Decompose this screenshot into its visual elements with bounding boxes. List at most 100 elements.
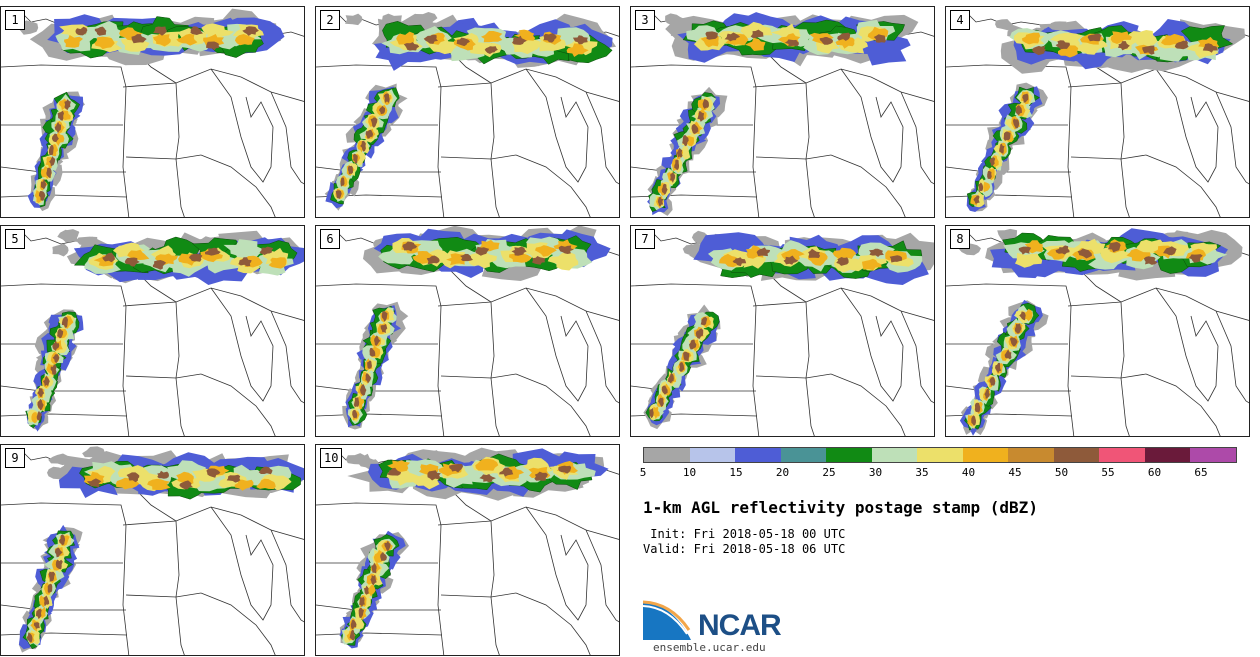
- state-border: [200, 154, 276, 217]
- state-border: [1145, 373, 1221, 436]
- state-border: [122, 506, 304, 540]
- echo-cell: [36, 410, 42, 421]
- colorbar-swatch: [1190, 448, 1236, 462]
- echo-cell: [52, 354, 60, 364]
- state-border: [316, 385, 441, 392]
- echo-cell: [689, 339, 697, 350]
- echo-cell: [1055, 245, 1070, 255]
- colorbar-tick-label: 35: [915, 466, 929, 479]
- reflectivity-map: [946, 11, 1249, 217]
- state-border: [1, 413, 128, 417]
- state-border: [631, 166, 756, 173]
- echo-cell: [335, 190, 342, 199]
- echo-cell: [661, 183, 668, 195]
- member-panel-9: 9: [0, 444, 305, 656]
- echo-cell: [64, 35, 83, 48]
- echo-cell: [256, 478, 276, 490]
- state-border: [210, 287, 274, 402]
- colorbar-swatch: [826, 448, 872, 462]
- echo-cell: [547, 251, 579, 271]
- echo-cell: [381, 311, 388, 322]
- echo-cell: [566, 43, 589, 57]
- echo-cell: [670, 172, 676, 183]
- state-border: [437, 68, 619, 102]
- echo-cell: [682, 134, 689, 147]
- echo-cell: [695, 328, 704, 339]
- state-border: [175, 301, 185, 436]
- echo-cell: [371, 562, 377, 574]
- echo-cell: [869, 248, 884, 257]
- member-number: 4: [950, 10, 970, 30]
- precip-echoes: [342, 226, 611, 430]
- site-url: ensemble.ucar.edu: [653, 641, 766, 654]
- echo-cell: [102, 252, 115, 263]
- echo-cell: [680, 145, 691, 160]
- state-border: [805, 301, 815, 436]
- echo-cell: [52, 243, 69, 257]
- echo-cell: [724, 32, 741, 42]
- colorbar-tick-label: 50: [1054, 466, 1069, 479]
- echo-cell: [353, 397, 360, 407]
- echo-cell: [370, 574, 377, 586]
- init-time: Init: Fri 2018-05-18 00 UTC: [643, 527, 846, 541]
- echo-cell: [1126, 30, 1158, 47]
- echo-cell: [658, 397, 664, 407]
- echo-cell: [31, 412, 38, 424]
- echo-cell: [1009, 337, 1018, 347]
- echo-cell: [363, 585, 369, 595]
- echo-cell: [534, 471, 548, 481]
- echo-cell: [26, 632, 33, 643]
- echo-cell: [155, 253, 178, 265]
- member-number: 6: [320, 229, 340, 249]
- echo-cell: [873, 34, 886, 43]
- member-panel-7: 7: [630, 225, 935, 437]
- state-border: [840, 68, 904, 183]
- state-border: [1120, 82, 1130, 217]
- echo-cell: [665, 13, 687, 25]
- echo-cell: [750, 29, 764, 38]
- colorbar-swatch: [1144, 448, 1190, 462]
- echo-cell: [205, 247, 221, 256]
- echo-cell: [479, 474, 496, 483]
- echo-cell: [52, 340, 60, 352]
- echo-cell: [258, 466, 273, 475]
- echo-cell: [999, 143, 1005, 154]
- echo-cell: [75, 26, 88, 36]
- state-border: [122, 287, 304, 321]
- echo-cell: [745, 37, 766, 51]
- state-border: [200, 592, 276, 655]
- echo-cell: [234, 479, 254, 491]
- echo-cell: [403, 42, 420, 51]
- echo-cell: [153, 26, 167, 36]
- echo-cell: [697, 111, 705, 122]
- precip-echoes: [324, 12, 617, 211]
- echo-cell: [819, 37, 833, 45]
- state-border: [1155, 68, 1219, 183]
- echo-cell: [702, 98, 709, 109]
- echo-cell: [683, 351, 690, 361]
- state-border: [440, 373, 517, 379]
- state-border: [270, 310, 304, 404]
- echo-cell: [179, 480, 193, 490]
- echo-cell: [691, 124, 699, 134]
- echo-cell: [978, 182, 984, 192]
- echo-cell: [47, 583, 53, 594]
- echo-cell: [862, 258, 882, 271]
- chart-title: 1-km AGL reflectivity postage stamp (dBZ…: [643, 498, 1038, 517]
- echo-cell: [206, 41, 220, 51]
- echo-cell: [370, 117, 378, 128]
- state-border: [585, 91, 619, 185]
- state-border: [1, 632, 128, 636]
- echo-cell: [380, 324, 388, 334]
- echo-cell: [64, 99, 71, 110]
- state-border: [122, 68, 304, 102]
- state-border: [900, 91, 934, 185]
- state-border: [840, 287, 904, 402]
- state-border: [946, 194, 1073, 198]
- echo-cell: [124, 257, 140, 267]
- echo-cell: [412, 251, 437, 264]
- colorbar-tick-label: 60: [1147, 466, 1162, 479]
- echo-cell: [58, 534, 66, 546]
- echo-cell: [353, 153, 358, 164]
- echo-cell: [384, 540, 391, 552]
